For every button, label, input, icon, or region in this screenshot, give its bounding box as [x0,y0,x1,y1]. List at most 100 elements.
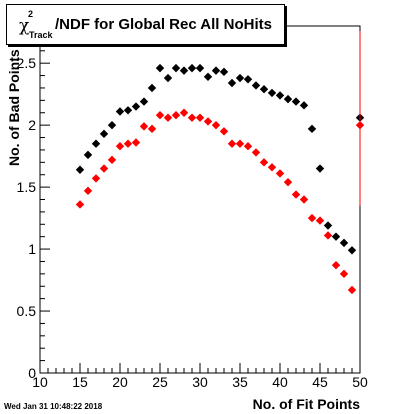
x-tick-label: 15 [72,374,88,390]
x-tick-label: 50 [352,374,368,390]
black-diamond-point [155,63,165,73]
black-diamond-point [347,246,357,255]
black-diamond-point [83,150,93,160]
black-diamond-point [323,221,333,230]
black-diamond-point [99,129,109,139]
black-diamond-point [123,106,133,115]
title-chi-symbol: χ [19,16,30,36]
red-diamond-point [219,127,229,136]
plot-border [39,25,361,374]
data-points [75,30,365,295]
black-diamond-point [91,139,101,148]
red-diamond-point [107,155,117,165]
y-axis: 0 0.5 1 1.5 2 2.5 [17,25,50,381]
black-diamond-point [147,83,157,93]
black-diamond-point [115,107,125,116]
red-diamond-point [147,124,157,134]
red-diamond-point [299,195,309,204]
black-diamond-point [219,67,229,77]
black-diamond-point [163,73,173,83]
red-diamond-point [131,138,141,147]
black-diamond-point [227,78,237,88]
red-diamond-point [163,113,173,122]
black-diamond-point [195,63,205,73]
timestamp: Wed Jan 31 10:48:22 2018 [4,402,103,411]
black-diamond-point [291,97,301,106]
black-diamond-point [283,94,293,104]
black-diamond-point [235,73,245,83]
x-axis-label: No. of Fit Points [252,396,360,412]
x-tick-label: 10 [32,374,48,390]
red-diamond-point [123,139,133,148]
red-diamond-point [99,164,109,173]
red-diamond-point [75,200,85,209]
black-diamond-point [107,120,117,130]
title-superscript: 2 [28,9,34,19]
black-diamond-point [267,88,277,98]
red-diamond-point [83,186,93,196]
red-diamond-point [91,174,101,183]
y-tick-label: 0.5 [17,303,37,319]
title-subscript: Track [29,30,53,40]
red-diamond-point [227,139,237,148]
red-diamond-point [267,163,277,172]
black-diamond-point [251,81,261,90]
black-diamond-point [331,232,341,241]
y-tick-label: 0 [28,365,36,381]
red-diamond-point [323,231,333,240]
red-diamond-point [331,260,341,270]
black-diamond-point [131,102,141,111]
red-diamond-point [307,213,317,223]
red-diamond-point [283,177,293,187]
red-diamond-point [139,122,149,131]
y-tick-label: 1 [28,241,36,257]
black-diamond-point [75,165,85,174]
x-tick-label: 25 [152,374,168,390]
plot-frame [39,25,361,374]
red-diamond-point [355,120,365,130]
black-diamond-point [203,72,213,82]
black-diamond-point [211,66,221,75]
black-diamond-point [139,97,149,106]
black-diamond-point [179,66,189,75]
chart-title-box: χ 2 Track /NDF for Global Rec All NoHits [6,4,285,45]
x-tick-label: 20 [112,374,128,390]
red-diamond-point [203,117,213,126]
red-diamond-point [315,216,325,225]
x-tick-label: 35 [232,374,248,390]
x-axis: 10 15 20 25 30 35 40 45 50 [32,363,368,390]
red-diamond-point [347,285,357,295]
black-diamond-point [339,238,349,248]
black-diamond-point [275,91,285,100]
red-diamond-point [195,113,205,122]
black-diamond-point [259,85,269,94]
red-diamond-point [115,142,125,151]
x-tick-label: 30 [192,374,208,390]
x-tick-label: 45 [312,374,328,390]
red-diamond-point [243,142,253,151]
red-diamond-point [339,269,349,279]
black-diamond-point [187,63,197,73]
red-diamond-point [187,113,197,122]
black-diamond-point [307,124,317,134]
red-diamond-point [211,120,221,130]
black-diamond-point [299,101,309,110]
red-diamond-point [275,169,285,178]
y-tick-label: 2.5 [17,55,37,71]
black-diamond-point [315,164,325,173]
red-diamond-point [291,190,301,199]
red-diamond-point [251,148,261,157]
red-diamond-point [259,158,269,167]
y-tick-label: 1.5 [17,179,37,195]
black-diamond-point [243,75,253,84]
red-diamond-point [235,139,245,148]
chart-title: /NDF for Global Rec All NoHits [55,16,272,33]
y-axis-label: No. of Bad Points [6,49,22,166]
red-diamond-point [155,111,165,120]
x-tick-label: 40 [272,374,288,390]
red-diamond-point [179,108,189,117]
black-diamond-point [171,63,181,73]
y-tick-label: 2 [28,117,36,133]
red-diamond-point [171,111,181,120]
